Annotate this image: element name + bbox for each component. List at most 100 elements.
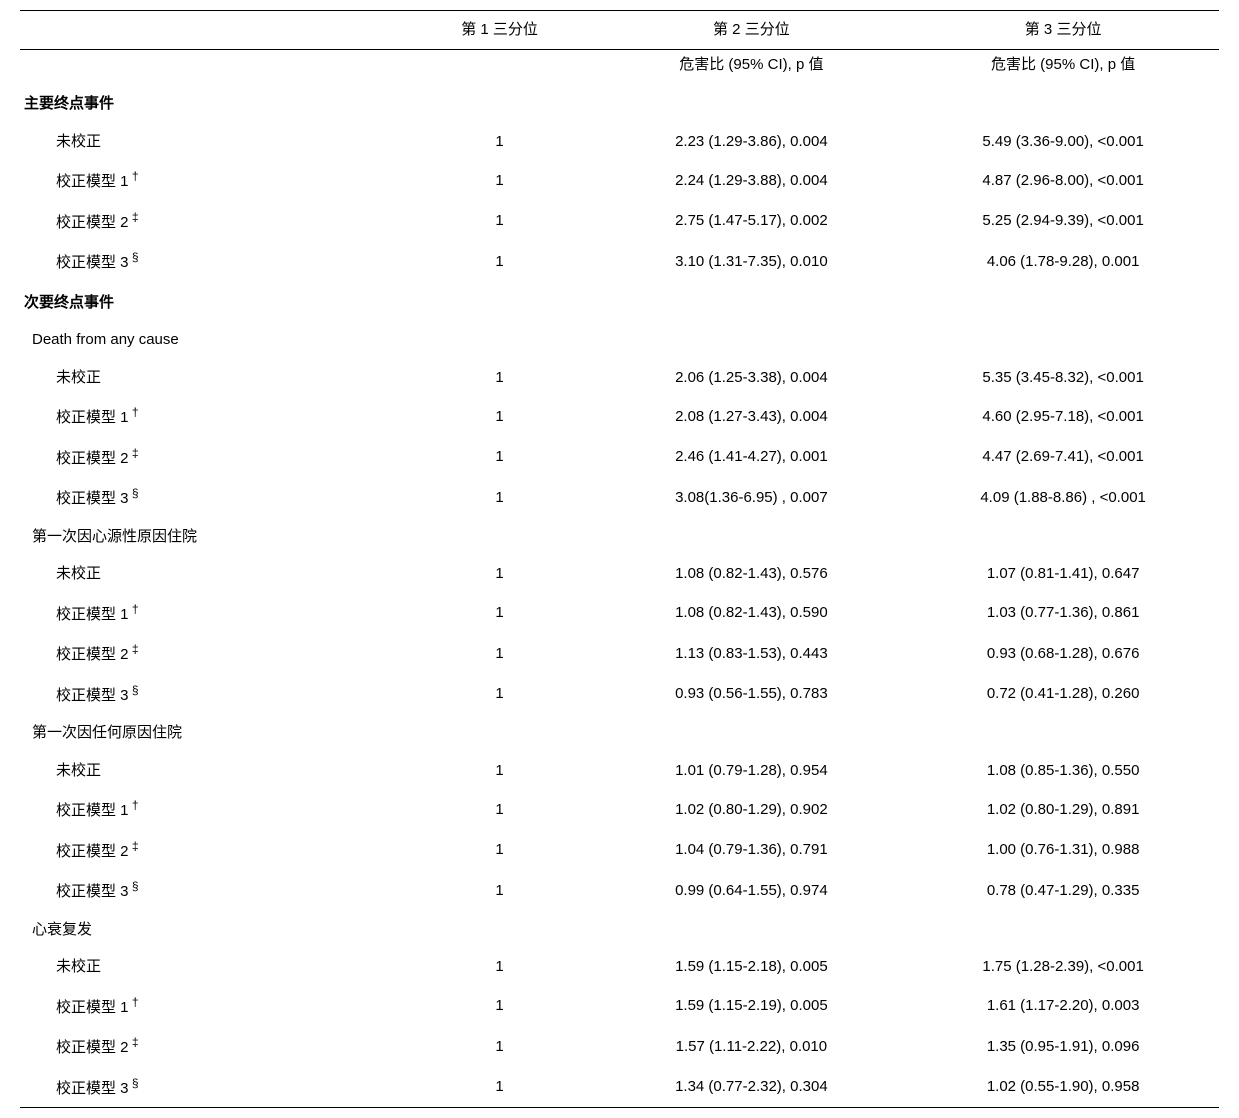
cell-tertile-1: 1 bbox=[404, 241, 596, 282]
cell-tertile-2: 1.59 (1.15-2.18), 0.005 bbox=[596, 948, 908, 986]
row-label: 校正模型 1 † bbox=[20, 160, 404, 201]
cell-tertile-1: 1 bbox=[404, 752, 596, 790]
header-tertile-3: 第 3 三分位 bbox=[907, 11, 1219, 50]
footnote-mark: ‡ bbox=[129, 839, 139, 853]
group-title: 第一次因心源性原因住院 bbox=[20, 518, 1219, 556]
cell-tertile-1: 1 bbox=[404, 593, 596, 634]
row-label: 未校正 bbox=[20, 359, 404, 397]
cell-tertile-1: 1 bbox=[404, 948, 596, 986]
footnote-mark: † bbox=[129, 995, 139, 1009]
subheader-t3: 危害比 (95% CI), p 值 bbox=[907, 49, 1219, 83]
cell-tertile-3: 1.07 (0.81-1.41), 0.647 bbox=[907, 555, 1219, 593]
cell-tertile-3: 1.02 (0.55-1.90), 0.958 bbox=[907, 1067, 1219, 1108]
table-subheader-row: 危害比 (95% CI), p 值 危害比 (95% CI), p 值 bbox=[20, 49, 1219, 83]
cell-tertile-1: 1 bbox=[404, 437, 596, 478]
footnote-mark: ‡ bbox=[129, 446, 139, 460]
table-row: 校正模型 2 ‡11.57 (1.11-2.22), 0.0101.35 (0.… bbox=[20, 1026, 1219, 1067]
cell-tertile-1: 1 bbox=[404, 870, 596, 911]
footnote-mark: § bbox=[129, 486, 139, 500]
table-row: 未校正11.59 (1.15-2.18), 0.0051.75 (1.28-2.… bbox=[20, 948, 1219, 986]
row-label: 校正模型 1 † bbox=[20, 593, 404, 634]
table-row: 校正模型 1 †11.08 (0.82-1.43), 0.5901.03 (0.… bbox=[20, 593, 1219, 634]
row-label: 校正模型 3 § bbox=[20, 1067, 404, 1108]
table-row: 校正模型 3 §10.99 (0.64-1.55), 0.9740.78 (0.… bbox=[20, 870, 1219, 911]
group-title: 第一次因任何原因住院 bbox=[20, 714, 1219, 752]
table-row: 校正模型 3 §13.08(1.36-6.95) , 0.0074.09 (1.… bbox=[20, 477, 1219, 518]
cell-tertile-1: 1 bbox=[404, 789, 596, 830]
cell-tertile-2: 1.04 (0.79-1.36), 0.791 bbox=[596, 830, 908, 871]
footnote-mark: † bbox=[129, 405, 139, 419]
footnote-mark: § bbox=[129, 879, 139, 893]
cell-tertile-3: 0.78 (0.47-1.29), 0.335 bbox=[907, 870, 1219, 911]
cell-tertile-1: 1 bbox=[404, 555, 596, 593]
row-label: 校正模型 3 § bbox=[20, 674, 404, 715]
table-row: 校正模型 2 ‡11.04 (0.79-1.36), 0.7911.00 (0.… bbox=[20, 830, 1219, 871]
cell-tertile-3: 1.75 (1.28-2.39), <0.001 bbox=[907, 948, 1219, 986]
cell-tertile-2: 2.23 (1.29-3.86), 0.004 bbox=[596, 123, 908, 161]
section-header-row: 次要终点事件 bbox=[20, 282, 1219, 322]
row-label: 校正模型 2 ‡ bbox=[20, 830, 404, 871]
section-title: 次要终点事件 bbox=[20, 282, 1219, 322]
cell-tertile-2: 2.75 (1.47-5.17), 0.002 bbox=[596, 201, 908, 242]
cell-tertile-3: 1.03 (0.77-1.36), 0.861 bbox=[907, 593, 1219, 634]
cell-tertile-2: 0.93 (0.56-1.55), 0.783 bbox=[596, 674, 908, 715]
row-label: 未校正 bbox=[20, 123, 404, 161]
row-label: 未校正 bbox=[20, 555, 404, 593]
row-label: 校正模型 2 ‡ bbox=[20, 1026, 404, 1067]
cell-tertile-2: 1.34 (0.77-2.32), 0.304 bbox=[596, 1067, 908, 1108]
group-header-row: 第一次因心源性原因住院 bbox=[20, 518, 1219, 556]
cell-tertile-2: 1.13 (0.83-1.53), 0.443 bbox=[596, 633, 908, 674]
subheader-t2: 危害比 (95% CI), p 值 bbox=[596, 49, 908, 83]
cell-tertile-1: 1 bbox=[404, 201, 596, 242]
table-row: 校正模型 2 ‡11.13 (0.83-1.53), 0.4430.93 (0.… bbox=[20, 633, 1219, 674]
group-title: Death from any cause bbox=[20, 321, 1219, 359]
row-label: 未校正 bbox=[20, 752, 404, 790]
header-blank bbox=[20, 11, 404, 50]
group-title: 心衰复发 bbox=[20, 911, 1219, 949]
header-tertile-2: 第 2 三分位 bbox=[596, 11, 908, 50]
table-row: 校正模型 3 §10.93 (0.56-1.55), 0.7830.72 (0.… bbox=[20, 674, 1219, 715]
cell-tertile-2: 2.24 (1.29-3.88), 0.004 bbox=[596, 160, 908, 201]
row-label: 校正模型 1 † bbox=[20, 986, 404, 1027]
table-row: 未校正11.01 (0.79-1.28), 0.9541.08 (0.85-1.… bbox=[20, 752, 1219, 790]
cell-tertile-2: 1.02 (0.80-1.29), 0.902 bbox=[596, 789, 908, 830]
section-title: 主要终点事件 bbox=[20, 83, 1219, 123]
cell-tertile-3: 5.25 (2.94-9.39), <0.001 bbox=[907, 201, 1219, 242]
footnote-mark: ‡ bbox=[129, 210, 139, 224]
cell-tertile-2: 3.08(1.36-6.95) , 0.007 bbox=[596, 477, 908, 518]
cell-tertile-2: 1.57 (1.11-2.22), 0.010 bbox=[596, 1026, 908, 1067]
table-row: 未校正12.06 (1.25-3.38), 0.0045.35 (3.45-8.… bbox=[20, 359, 1219, 397]
table-header-row: 第 1 三分位 第 2 三分位 第 3 三分位 bbox=[20, 11, 1219, 50]
table-row: 校正模型 3 §11.34 (0.77-2.32), 0.3041.02 (0.… bbox=[20, 1067, 1219, 1108]
footnote-mark: † bbox=[129, 798, 139, 812]
cell-tertile-3: 1.35 (0.95-1.91), 0.096 bbox=[907, 1026, 1219, 1067]
row-label: 未校正 bbox=[20, 948, 404, 986]
cell-tertile-2: 1.08 (0.82-1.43), 0.576 bbox=[596, 555, 908, 593]
cell-tertile-3: 4.60 (2.95-7.18), <0.001 bbox=[907, 396, 1219, 437]
footnote-mark: § bbox=[129, 1076, 139, 1090]
row-label: 校正模型 1 † bbox=[20, 789, 404, 830]
row-label: 校正模型 2 ‡ bbox=[20, 201, 404, 242]
footnote-mark: ‡ bbox=[129, 642, 139, 656]
cell-tertile-3: 4.47 (2.69-7.41), <0.001 bbox=[907, 437, 1219, 478]
cell-tertile-3: 1.61 (1.17-2.20), 0.003 bbox=[907, 986, 1219, 1027]
cell-tertile-2: 2.06 (1.25-3.38), 0.004 bbox=[596, 359, 908, 397]
row-label: 校正模型 2 ‡ bbox=[20, 437, 404, 478]
row-label: 校正模型 3 § bbox=[20, 241, 404, 282]
table-row: 校正模型 2 ‡12.46 (1.41-4.27), 0.0014.47 (2.… bbox=[20, 437, 1219, 478]
table-row: 校正模型 1 †12.24 (1.29-3.88), 0.0044.87 (2.… bbox=[20, 160, 1219, 201]
table-row: 未校正12.23 (1.29-3.86), 0.0045.49 (3.36-9.… bbox=[20, 123, 1219, 161]
footnote-mark: ‡ bbox=[129, 1035, 139, 1049]
cell-tertile-3: 1.02 (0.80-1.29), 0.891 bbox=[907, 789, 1219, 830]
cell-tertile-3: 5.49 (3.36-9.00), <0.001 bbox=[907, 123, 1219, 161]
footnote-mark: § bbox=[129, 683, 139, 697]
cell-tertile-3: 4.06 (1.78-9.28), 0.001 bbox=[907, 241, 1219, 282]
header-tertile-1: 第 1 三分位 bbox=[404, 11, 596, 50]
cell-tertile-1: 1 bbox=[404, 123, 596, 161]
table-row: 校正模型 1 †12.08 (1.27-3.43), 0.0044.60 (2.… bbox=[20, 396, 1219, 437]
cell-tertile-1: 1 bbox=[404, 986, 596, 1027]
table-row: 校正模型 1 †11.02 (0.80-1.29), 0.9021.02 (0.… bbox=[20, 789, 1219, 830]
cell-tertile-2: 1.01 (0.79-1.28), 0.954 bbox=[596, 752, 908, 790]
cell-tertile-1: 1 bbox=[404, 359, 596, 397]
table-row: 校正模型 2 ‡12.75 (1.47-5.17), 0.0025.25 (2.… bbox=[20, 201, 1219, 242]
